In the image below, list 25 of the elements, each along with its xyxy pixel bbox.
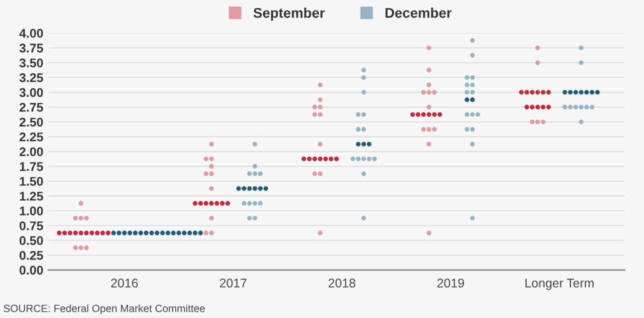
y-tick-label: 2.25: [20, 132, 44, 142]
legend-label: December: [386, 8, 452, 18]
y-tick-label: 1.75: [20, 162, 44, 171]
y-tick-label: 3.50: [19, 58, 43, 68]
y-tick-label: 2.75: [20, 102, 44, 112]
y-tick-label: 3.25: [19, 73, 44, 82]
source-note: SOURCE: Federal Open Market Committee: [4, 304, 205, 314]
x-tick-label: 2019: [437, 278, 464, 288]
y-tick-label: 0.75: [20, 221, 44, 230]
y-tick-label: 0.00: [20, 266, 43, 275]
x-tick-label: Longer Term: [525, 278, 594, 290]
y-tick-label: 2.00: [20, 147, 43, 156]
y-tick-label: 1.25: [20, 192, 44, 201]
y-tick-label: 1.00: [20, 206, 43, 216]
y-tick-label: 4.00: [19, 28, 43, 38]
y-tick-label: 2.50: [20, 118, 43, 127]
x-tick-label: 2018: [328, 278, 356, 288]
y-tick-label: 0.50: [20, 236, 43, 246]
legend-label: September: [254, 8, 325, 21]
y-tick-label: 3.75: [19, 44, 44, 53]
y-tick-label: 1.50: [20, 176, 43, 186]
x-tick-label: 2016: [111, 278, 138, 288]
y-tick-label: 0.25: [20, 250, 44, 260]
x-tick-label: 2017: [220, 278, 246, 288]
y-tick-label: 3.00: [19, 88, 43, 97]
